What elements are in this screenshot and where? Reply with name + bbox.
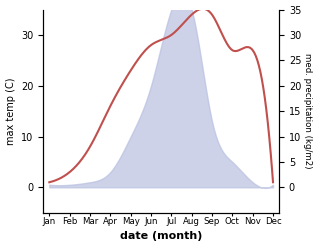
Y-axis label: max temp (C): max temp (C) (5, 77, 16, 145)
Y-axis label: med. precipitation (kg/m2): med. precipitation (kg/m2) (303, 53, 313, 169)
X-axis label: date (month): date (month) (120, 231, 202, 242)
